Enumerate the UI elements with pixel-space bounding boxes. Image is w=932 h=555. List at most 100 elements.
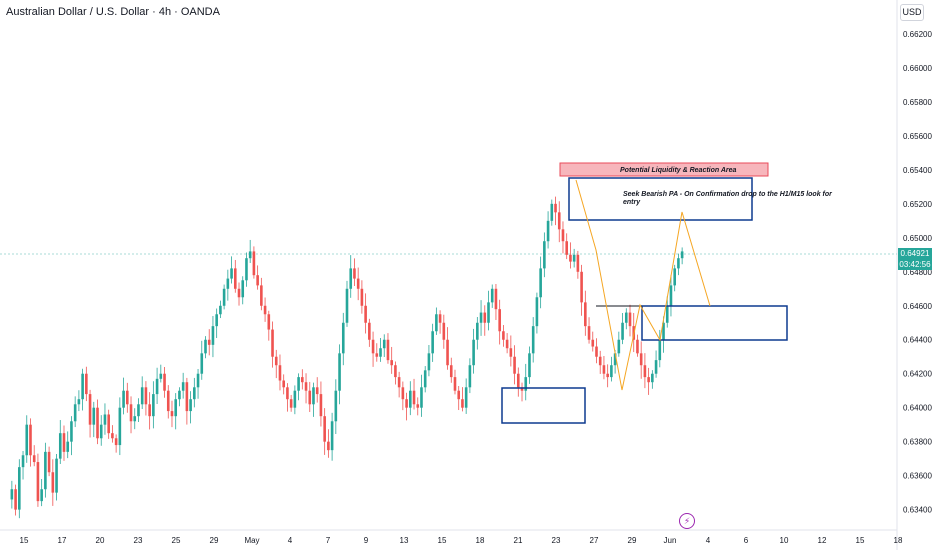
candle-body[interactable] <box>617 339 621 354</box>
candle-body[interactable] <box>610 365 613 378</box>
candle-body[interactable] <box>498 309 501 332</box>
candle-body[interactable] <box>133 416 137 422</box>
candle-body[interactable] <box>524 377 528 391</box>
candle-body[interactable] <box>140 387 144 405</box>
candle-body[interactable] <box>81 373 84 400</box>
candle-body[interactable] <box>379 348 382 357</box>
candle-body[interactable] <box>397 377 401 388</box>
candle-body[interactable] <box>32 455 36 463</box>
candle-body[interactable] <box>248 251 252 259</box>
projected-path[interactable] <box>575 179 711 391</box>
candle-body[interactable] <box>412 390 416 405</box>
candle-body[interactable] <box>189 399 192 412</box>
candle-body[interactable] <box>166 390 170 412</box>
candle-body[interactable] <box>427 353 431 371</box>
candle-body[interactable] <box>219 305 222 315</box>
candle-body[interactable] <box>513 356 516 374</box>
candle-body[interactable] <box>446 339 449 366</box>
candle-body[interactable] <box>18 467 21 510</box>
candle-body[interactable] <box>204 339 207 354</box>
candle-body[interactable] <box>278 365 282 381</box>
candle-body[interactable] <box>330 421 334 451</box>
candle-body[interactable] <box>211 326 215 345</box>
candle-body[interactable] <box>10 489 14 500</box>
candle-body[interactable] <box>77 399 81 405</box>
candle-body[interactable] <box>282 380 285 388</box>
candle-body[interactable] <box>468 365 472 388</box>
candle-body[interactable] <box>382 339 386 349</box>
candle-body[interactable] <box>438 314 442 323</box>
candle-body[interactable] <box>390 360 393 366</box>
candle-body[interactable] <box>200 353 204 374</box>
candle-body[interactable] <box>576 254 580 272</box>
candle-body[interactable] <box>461 399 464 408</box>
candle-body[interactable] <box>312 387 315 405</box>
candle-body[interactable] <box>334 390 338 422</box>
candle-body[interactable] <box>643 365 647 378</box>
candle-body[interactable] <box>304 382 308 391</box>
candle-body[interactable] <box>293 390 297 408</box>
candle-body[interactable] <box>308 390 312 405</box>
candle-body[interactable] <box>543 241 546 269</box>
candle-body[interactable] <box>557 212 561 230</box>
candle-body[interactable] <box>554 203 557 213</box>
candle-body[interactable] <box>371 339 375 354</box>
candle-body[interactable] <box>654 360 658 374</box>
event-lightning-icon[interactable]: ⚡ <box>679 513 695 529</box>
candle-body[interactable] <box>677 258 680 269</box>
candle-body[interactable] <box>319 394 323 417</box>
candle-body[interactable] <box>487 302 490 323</box>
candle-body[interactable] <box>464 387 468 408</box>
candle-body[interactable] <box>341 322 345 354</box>
candle-body[interactable] <box>62 433 66 452</box>
candle-body[interactable] <box>170 411 174 417</box>
candle-body[interactable] <box>509 348 513 357</box>
candle-body[interactable] <box>338 353 341 391</box>
candle-body[interactable] <box>185 382 189 412</box>
candle-body[interactable] <box>591 339 595 347</box>
candle-body[interactable] <box>636 339 639 354</box>
candle-body[interactable] <box>174 399 178 417</box>
candle-body[interactable] <box>479 312 483 323</box>
candle-body[interactable] <box>624 312 628 323</box>
candle-body[interactable] <box>505 339 509 349</box>
candle-body[interactable] <box>96 407 99 439</box>
candle-body[interactable] <box>561 229 565 242</box>
candle-body[interactable] <box>92 407 96 425</box>
candle-body[interactable] <box>520 387 524 391</box>
candle-body[interactable] <box>639 353 643 366</box>
candle-body[interactable] <box>490 288 494 303</box>
candle-body[interactable] <box>580 271 583 303</box>
candle-body[interactable] <box>598 356 602 366</box>
candle-body[interactable] <box>301 377 304 383</box>
candle-body[interactable] <box>137 404 140 417</box>
candle-body[interactable] <box>476 322 479 340</box>
candle-body[interactable] <box>129 404 133 422</box>
candle-body[interactable] <box>122 390 125 408</box>
candle-body[interactable] <box>327 441 330 451</box>
candle-body[interactable] <box>409 390 412 408</box>
candle-body[interactable] <box>565 241 569 255</box>
candle-body[interactable] <box>528 353 531 378</box>
candle-body[interactable] <box>539 268 542 298</box>
candle-body[interactable] <box>47 451 51 473</box>
candle-body[interactable] <box>297 377 300 391</box>
candle-body[interactable] <box>658 339 662 361</box>
candle-body[interactable] <box>613 353 617 366</box>
demand-zone-right-box[interactable] <box>641 305 788 341</box>
candle-body[interactable] <box>51 472 55 493</box>
candle-body[interactable] <box>111 433 114 439</box>
candle-body[interactable] <box>584 302 587 327</box>
candle-body[interactable] <box>193 387 196 400</box>
candle-body[interactable] <box>107 414 110 434</box>
candle-body[interactable] <box>435 314 438 332</box>
candle-body[interactable] <box>368 322 371 340</box>
liquidity-zone[interactable] <box>559 162 769 177</box>
candle-body[interactable] <box>252 251 256 276</box>
candle-body[interactable] <box>155 378 159 395</box>
candle-body[interactable] <box>215 314 218 327</box>
candle-body[interactable] <box>531 326 535 354</box>
candle-body[interactable] <box>401 387 405 400</box>
